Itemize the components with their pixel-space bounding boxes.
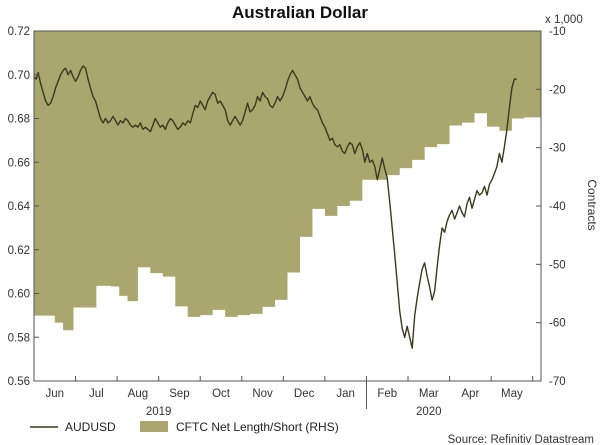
- x-year-label: 2020: [416, 406, 442, 418]
- right-tick-label: -10: [549, 26, 566, 38]
- right-axis-unit: x 1,000: [545, 14, 583, 26]
- x-month-label: Sep: [169, 388, 189, 400]
- left-tick-label: 0.60: [8, 289, 30, 301]
- right-tick-label: -40: [549, 201, 566, 213]
- x-month-label: Nov: [252, 388, 273, 400]
- x-month-label: Mar: [419, 388, 439, 400]
- x-month-label: Aug: [128, 388, 148, 400]
- left-tick-label: 0.72: [8, 26, 30, 38]
- right-tick-label: -20: [549, 84, 566, 96]
- chart-title: Australian Dollar: [232, 3, 368, 22]
- cftc-net-area: [34, 31, 541, 331]
- x-month-label: Apr: [461, 388, 479, 400]
- x-month-label: May: [501, 388, 523, 400]
- left-tick-label: 0.56: [8, 376, 30, 388]
- left-tick-label: 0.66: [8, 157, 30, 169]
- right-tick-label: -70: [549, 376, 566, 388]
- x-month-label: Jan: [336, 388, 355, 400]
- left-tick-label: 0.68: [8, 114, 30, 126]
- x-month-label: Dec: [294, 388, 315, 400]
- right-tick-label: -50: [549, 259, 566, 271]
- left-tick-label: 0.64: [8, 201, 31, 213]
- audusd-line: [33, 65, 517, 349]
- plot-area: 0.56 0.58 0.60 0.62 0.64 0.66 0.68 0.70 0.72 -70 -…: [8, 26, 566, 418]
- x-month-label: Jun: [46, 388, 65, 400]
- x-month-label: Oct: [212, 388, 231, 400]
- left-tick-label: 0.70: [8, 70, 30, 82]
- left-tick-label: 0.58: [8, 332, 30, 344]
- right-tick-label: -30: [549, 143, 566, 155]
- legend-cftc: CFTC Net Length/Short (RHS): [176, 420, 339, 434]
- x-year-label: 2019: [146, 406, 172, 418]
- source-note: Source: Refinitiv Datastream: [448, 434, 594, 445]
- x-month-label: Jul: [89, 388, 104, 400]
- right-axis-label: Contracts: [585, 179, 599, 230]
- legend: AUDUSD CFTC Net Length/Short (RHS): [30, 420, 339, 434]
- x-month-label: Feb: [377, 388, 397, 400]
- legend-area-swatch: [140, 421, 168, 432]
- legend-audusd: AUDUSD: [65, 420, 116, 434]
- left-tick-label: 0.62: [8, 245, 30, 257]
- right-tick-label: -60: [549, 318, 566, 330]
